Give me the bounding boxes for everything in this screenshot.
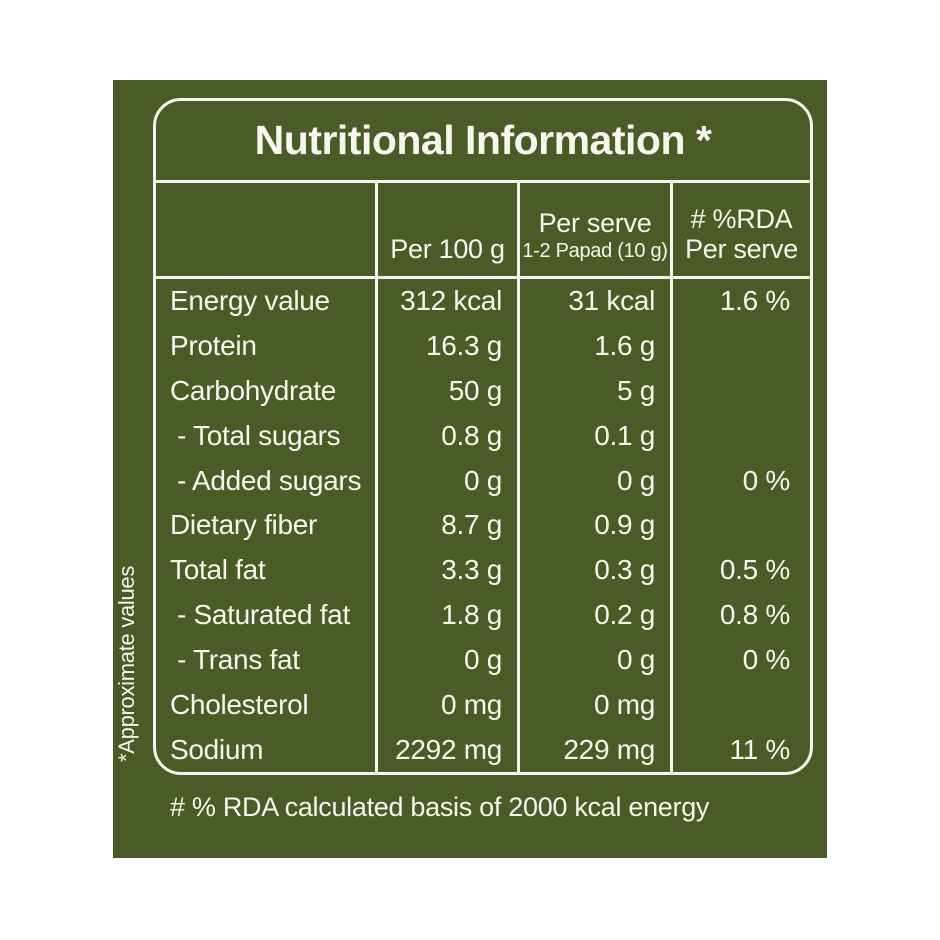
nutrition-table: Nutritional Information * Per 100 g Per … (153, 98, 813, 775)
header-rda-label: # %RDA (690, 204, 793, 234)
nutrient-name: Protein (156, 323, 378, 369)
value-per-100g: 1.8 g (378, 592, 520, 638)
value-per-serve: 1.6 g (520, 323, 673, 369)
value-per-serve: 0.2 g (520, 592, 673, 638)
header-per-serve-label: Per serve (538, 208, 652, 238)
value-rda: 0.8 % (719, 599, 790, 631)
nutrient-name: Sodium (156, 727, 378, 772)
table-title: Nutritional Information * (156, 101, 810, 183)
nutrient-name: Total fat (156, 547, 378, 593)
value-per-serve: 0.1 g (520, 413, 673, 459)
nutrient-name: - Trans fat (156, 637, 378, 683)
nutrient-name: Cholesterol (156, 682, 378, 728)
nutrition-label: *Approximate values Nutritional Informat… (113, 80, 827, 858)
value-per-serve: 5 g (520, 368, 673, 414)
value-rda: 0 % (742, 643, 791, 675)
value-rda (673, 682, 810, 727)
value-rda (673, 369, 810, 414)
value-rda (673, 413, 810, 458)
value-rda (673, 503, 810, 548)
header-rda-per-serve-label: Per serve (685, 234, 798, 264)
approximate-values-note: *Approximate values (114, 565, 139, 762)
value-rda (673, 324, 810, 369)
value-per-100g: 16.3 g (378, 323, 520, 369)
value-per-serve: 0.3 g (520, 547, 673, 593)
nutrient-name: - Saturated fat (156, 592, 378, 638)
value-per-serve: 0.9 g (520, 503, 673, 548)
header-rda: # %RDA Per serve (673, 183, 810, 279)
value-per-100g: 0 g (378, 458, 520, 504)
value-per-100g: 0 mg (378, 682, 520, 728)
value-per-serve: 0 mg (520, 682, 673, 728)
value-rda: 11 % (729, 733, 790, 765)
nutrient-name: Carbohydrate (156, 368, 378, 414)
value-rda: 0 % (742, 464, 791, 496)
header-serving-size-label: 1-2 Papad (10 g) (522, 240, 668, 262)
nutrient-name: - Total sugars (156, 413, 378, 459)
value-per-100g: 2292 mg (378, 727, 520, 772)
header-per-100g: Per 100 g (378, 183, 520, 279)
header-blank-cell (156, 183, 378, 279)
value-per-serve: 31 kcal (520, 279, 673, 324)
nutrient-name: Dietary fiber (156, 503, 378, 548)
value-per-serve: 229 mg (520, 727, 673, 772)
header-per-100g-label: Per 100 g (390, 234, 505, 264)
value-rda: 0.5 % (719, 554, 790, 586)
nutrient-name: - Added sugars (156, 458, 378, 504)
value-per-100g: 312 kcal (378, 279, 520, 324)
value-per-100g: 50 g (378, 368, 520, 414)
header-per-serve: Per serve 1-2 Papad (10 g) (520, 183, 673, 279)
value-rda: 1.6 % (719, 285, 790, 317)
rda-footnote: # % RDA calculated basis of 2000 kcal en… (170, 792, 710, 822)
nutrient-name: Energy value (156, 279, 378, 324)
value-per-100g: 0.8 g (378, 413, 520, 459)
value-per-100g: 3.3 g (378, 547, 520, 593)
value-per-serve: 0 g (520, 458, 673, 504)
value-per-100g: 0 g (378, 637, 520, 683)
value-per-serve: 0 g (520, 637, 673, 683)
value-per-100g: 8.7 g (378, 503, 520, 548)
